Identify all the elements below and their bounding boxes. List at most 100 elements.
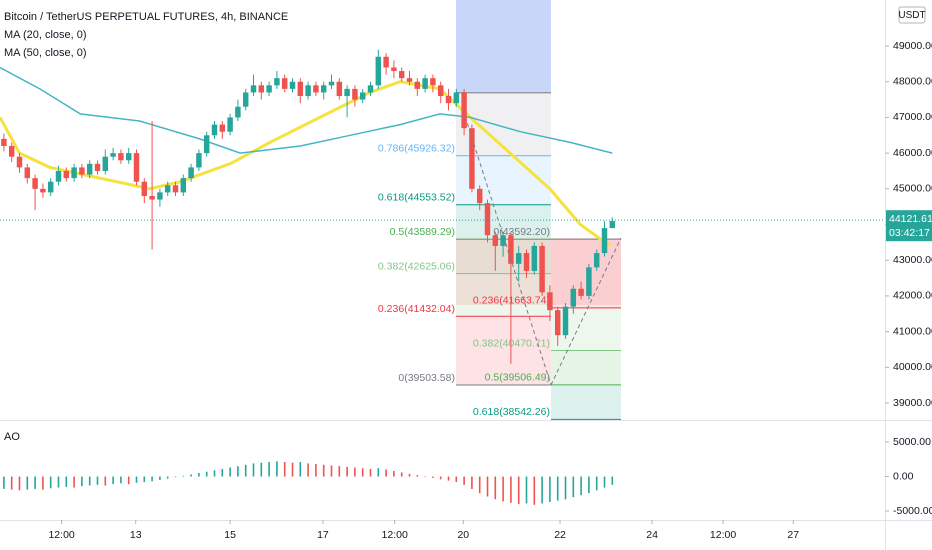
ao-bar: [541, 476, 543, 504]
last-price-label: 44121.61: [889, 213, 932, 225]
candle-body: [55, 170, 62, 182]
ao-bar: [190, 474, 192, 477]
fib-zone: [551, 307, 621, 351]
candle-body: [469, 128, 475, 189]
candle-body: [172, 185, 179, 193]
candle-body: [437, 85, 444, 97]
candle-body: [211, 124, 218, 136]
candle-body: [180, 178, 187, 193]
ao-bar: [315, 464, 317, 477]
candle-body: [86, 163, 93, 175]
candle-body: [110, 153, 116, 157]
fib-label: 0.618(38542.26): [473, 406, 550, 418]
x-tick-label: 27: [787, 529, 799, 541]
ao-bar: [447, 476, 450, 481]
y-tick-label: 49000.00: [893, 40, 932, 52]
y-tick-label: 45000.00: [893, 183, 932, 195]
fib-label: 0.786(45926.32): [378, 143, 455, 155]
ao-bar: [34, 476, 36, 489]
candle-body: [492, 235, 499, 246]
candle-body: [118, 153, 124, 161]
candle-body: [352, 88, 358, 100]
candle-body: [188, 167, 194, 179]
ao-bar: [127, 476, 130, 485]
ao-bar: [385, 469, 387, 477]
last-price-box: [886, 210, 932, 242]
ao-bar: [221, 468, 224, 477]
currency-box[interactable]: [898, 6, 926, 24]
y-tick-label: 5000.00: [893, 436, 931, 448]
candle-body: [539, 245, 545, 293]
ao-bar: [580, 476, 582, 496]
ao-bar: [49, 476, 52, 489]
candle-body: [609, 220, 616, 229]
ao-bar: [556, 476, 559, 501]
ao-bar: [330, 465, 333, 477]
y-tick-label: 41000.00: [893, 325, 932, 337]
ao-bar: [361, 468, 364, 477]
ao-bar: [205, 471, 208, 477]
x-tick-label: 17: [317, 529, 329, 541]
moving-average: [0, 66, 613, 154]
candle-body: [601, 228, 608, 254]
candle-body: [414, 81, 421, 89]
ao-bar: [307, 463, 309, 477]
ao-bar: [268, 462, 270, 477]
candle-body: [47, 181, 54, 193]
candle-body: [235, 106, 241, 118]
ao-bar: [455, 476, 458, 483]
ao-bar: [416, 475, 419, 477]
candle-body: [570, 288, 577, 307]
ao-bar: [112, 476, 114, 485]
ao-bar: [369, 468, 372, 477]
candle-body: [297, 81, 304, 97]
candle-body: [133, 153, 140, 182]
fib-label: 0.382(40470.71): [473, 337, 550, 349]
candle-body: [375, 56, 382, 86]
candle-body: [531, 245, 538, 271]
fib-trend-line: [462, 109, 552, 386]
ao-bar: [510, 476, 512, 503]
ao-bar: [42, 476, 44, 490]
currency-label[interactable]: USDT: [898, 10, 925, 21]
x-tick-label: 24: [646, 529, 658, 541]
candle-body: [336, 81, 343, 97]
candle-body: [422, 78, 428, 89]
ao-bar: [88, 476, 91, 486]
ao-bar: [198, 473, 200, 477]
ao-bar: [525, 476, 528, 504]
ao-bar: [486, 476, 489, 497]
legend-entry: MA (20, close, 0): [4, 29, 87, 41]
candle-body: [578, 288, 584, 296]
ao-bar: [611, 476, 614, 485]
ao-bar: [533, 476, 536, 505]
ao-bar: [354, 467, 356, 477]
ao-bar: [494, 476, 497, 500]
fib-label: 0(39503.58): [398, 372, 455, 384]
candle-body: [289, 81, 296, 89]
y-tick-label: -5000.00: [893, 505, 932, 517]
ao-bar: [408, 473, 411, 477]
fib-zone: [456, 273, 551, 317]
x-tick-label: 12:00: [710, 529, 736, 541]
candle-body: [398, 71, 405, 79]
y-tick-label: 43000.00: [893, 254, 932, 266]
y-tick-label: 47000.00: [893, 111, 932, 123]
candle-body: [1, 138, 7, 146]
ao-bar: [595, 476, 598, 491]
ao-bar: [3, 476, 5, 489]
ao-bar: [213, 470, 216, 477]
fib-zone: [551, 239, 621, 308]
candle-body: [157, 192, 163, 200]
candle-body: [328, 81, 335, 86]
ao-bar: [135, 476, 138, 483]
x-tick-label: 12:00: [382, 529, 408, 541]
candle-body: [500, 235, 506, 246]
ao-bar: [572, 476, 575, 498]
ao-bar: [81, 476, 83, 487]
ao-bar: [159, 476, 161, 480]
ao-bar: [588, 476, 590, 494]
candle-body: [266, 85, 272, 93]
candle-body: [593, 253, 600, 268]
